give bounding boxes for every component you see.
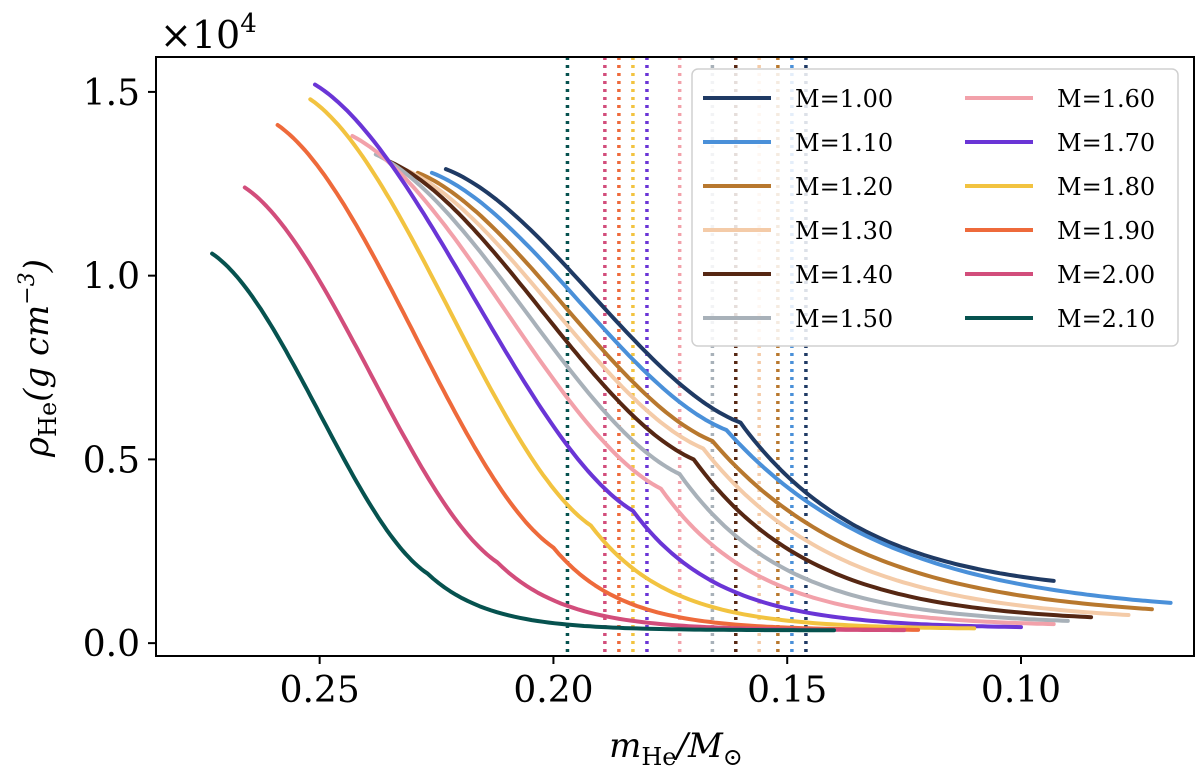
series-line-M=1.10 xyxy=(429,170,1173,605)
legend-label: M=2.00 xyxy=(1057,261,1155,289)
y-tick-label: 1.5 xyxy=(83,73,140,114)
series-line-M=1.50 xyxy=(373,152,1070,623)
legend-label: M=1.90 xyxy=(1057,217,1155,245)
series-line-M=1.20 xyxy=(415,170,1154,612)
legend-label: M=1.50 xyxy=(795,305,893,333)
legend-label: M=1.40 xyxy=(795,261,893,289)
x-tick-label: 0.10 xyxy=(981,670,1061,711)
x-tick-label: 0.20 xyxy=(513,670,593,711)
y-tick-label: 1.0 xyxy=(83,257,140,298)
x-tick-label: 0.25 xyxy=(280,670,360,711)
plot-frame xyxy=(155,56,1195,657)
legend-label: M=1.30 xyxy=(795,217,893,245)
series-line-M=1.30 xyxy=(401,167,1131,617)
series-curves xyxy=(210,82,1173,633)
series-line-M=1.40 xyxy=(387,159,1094,620)
legend-label: M=1.60 xyxy=(1057,85,1155,113)
legend-label: M=1.80 xyxy=(1057,173,1155,201)
y-axis-title: ρHe(g cm−3) xyxy=(15,259,62,458)
series-line-M=1.70 xyxy=(313,82,1023,630)
legend-box xyxy=(691,68,1179,347)
legend-label: M=1.70 xyxy=(1057,129,1155,157)
y-tick-label: 0.5 xyxy=(83,440,140,481)
series-line-M=1.00 xyxy=(443,167,1056,583)
series-line-M=1.80 xyxy=(308,97,977,631)
legend-label: M=1.10 xyxy=(795,129,893,157)
x-axis-title: mHe/M⊙ xyxy=(609,726,743,771)
x-axis-ticks: 0.25 0.20 0.15 0.10 xyxy=(280,656,1061,711)
legend-label: M=2.10 xyxy=(1057,305,1155,333)
y-axis-ticks: 0.0 0.5 1.0 1.5 xyxy=(83,73,156,665)
legend-label: M=1.20 xyxy=(795,173,893,201)
x-tick-label: 0.15 xyxy=(747,670,827,711)
legend-label: M=1.00 xyxy=(795,85,893,113)
series-line-M=2.10 xyxy=(210,251,836,633)
series-line-M=1.60 xyxy=(350,134,1056,627)
y-scale-label: ×104 xyxy=(160,9,257,57)
y-tick-label: 0.0 xyxy=(83,624,140,665)
legend: M=1.00 M=1.10 M=1.20 M=1.30 M=1.40 M=1.50 M=1.… xyxy=(691,68,1179,347)
